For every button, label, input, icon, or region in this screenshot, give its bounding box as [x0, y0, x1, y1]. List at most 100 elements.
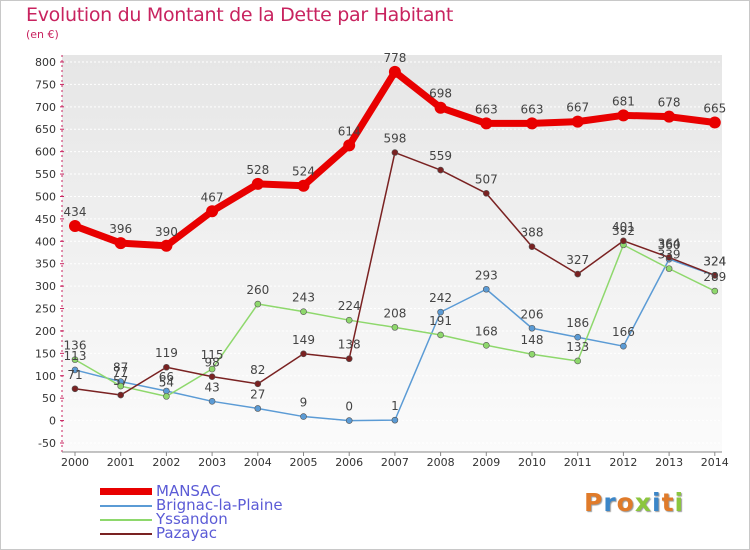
y-tick-label: 500 [35, 190, 56, 203]
data-point [163, 363, 170, 371]
y-tick-label: 50 [42, 392, 56, 405]
data-point [117, 382, 124, 390]
legend-swatch [100, 488, 152, 495]
data-point [482, 285, 490, 293]
y-tick-label: 600 [35, 146, 56, 159]
x-tick-label: 2003 [198, 456, 226, 469]
data-point [528, 324, 536, 332]
chart-subtitle: (en €) [26, 28, 59, 41]
data-label: 678 [658, 96, 681, 110]
y-tick-label: 200 [35, 325, 56, 338]
data-label: 9 [300, 396, 308, 410]
data-point [117, 391, 124, 399]
data-label: 242 [429, 291, 452, 305]
data-point [300, 350, 307, 358]
y-tick-label: 550 [35, 168, 56, 181]
data-point [482, 190, 490, 197]
data-point [254, 405, 262, 412]
y-tick-label: 250 [35, 303, 56, 316]
data-label: 113 [64, 349, 87, 363]
data-point [71, 366, 79, 374]
data-point [711, 287, 719, 295]
data-point [71, 385, 79, 393]
data-label: 119 [155, 346, 178, 360]
data-point [480, 117, 493, 130]
data-label: 87 [113, 361, 128, 375]
data-label: 224 [338, 299, 361, 313]
data-label: 289 [703, 270, 726, 284]
legend-label: Brignac-la-Plaine [156, 496, 283, 514]
data-point [254, 300, 262, 308]
y-tick-label: 650 [35, 123, 56, 136]
data-point [434, 101, 447, 114]
data-label: 191 [429, 314, 452, 328]
data-label: 327 [566, 253, 589, 267]
data-point [300, 308, 307, 315]
plot-area [62, 55, 722, 452]
data-point [208, 365, 216, 373]
data-label: 507 [475, 172, 498, 186]
data-label: 98 [204, 356, 219, 370]
data-label: 208 [383, 306, 406, 320]
data-label: 663 [521, 102, 544, 116]
data-label: 401 [612, 220, 635, 234]
data-point [388, 65, 401, 78]
data-label: 54 [159, 375, 174, 389]
data-point [391, 324, 399, 331]
y-tick-label: 750 [35, 78, 56, 91]
data-point [251, 177, 264, 190]
data-label: 206 [521, 307, 544, 321]
data-point [160, 239, 173, 252]
y-tick-label: 700 [35, 101, 56, 114]
proxiti-logo: Proxiti [584, 488, 685, 517]
data-label: 524 [292, 165, 315, 179]
y-tick-label: 800 [35, 56, 56, 69]
data-label: 364 [658, 236, 681, 250]
data-point [69, 220, 81, 233]
data-label: 390 [155, 225, 178, 239]
data-label: 665 [703, 102, 726, 116]
x-tick-label: 2010 [518, 456, 546, 469]
y-tick-label: -50 [38, 437, 56, 450]
data-point [297, 179, 310, 192]
legend-label: Yssandon [156, 510, 228, 528]
data-label: 186 [566, 316, 589, 330]
data-point [482, 341, 490, 349]
data-label: 149 [292, 333, 315, 347]
data-label: 324 [703, 254, 726, 268]
data-point [708, 116, 721, 129]
data-point [620, 237, 627, 245]
y-tick-label: 0 [49, 415, 56, 428]
x-tick-label: 2011 [564, 456, 592, 469]
data-label: 339 [658, 248, 681, 262]
x-tick-label: 2002 [152, 456, 180, 469]
data-point [391, 149, 399, 156]
y-tick-label: 150 [35, 347, 56, 360]
data-point [391, 416, 399, 424]
data-point [345, 316, 353, 324]
data-label: 1 [391, 399, 399, 413]
data-label: 392 [612, 224, 635, 238]
y-tick-label: 450 [35, 213, 56, 226]
data-label: 133 [566, 340, 589, 354]
legend-swatch [100, 505, 152, 507]
data-label: 166 [612, 325, 635, 339]
x-tick-label: 2007 [381, 456, 409, 469]
data-point [345, 355, 353, 363]
data-label: 77 [113, 365, 128, 379]
data-point [665, 254, 673, 261]
data-label: 528 [246, 163, 269, 177]
data-label: 115 [201, 348, 224, 362]
data-label: 168 [475, 324, 498, 338]
data-label: 138 [338, 338, 361, 352]
data-label: 681 [612, 94, 635, 108]
data-point [528, 350, 536, 358]
data-point [665, 265, 673, 272]
x-tick-label: 2008 [427, 456, 455, 469]
data-label: 66 [159, 370, 174, 384]
data-point [206, 205, 219, 218]
y-tick-label: 400 [35, 235, 56, 248]
data-label: 559 [429, 149, 452, 163]
data-label: 148 [521, 333, 544, 347]
x-tick-label: 2009 [472, 456, 500, 469]
